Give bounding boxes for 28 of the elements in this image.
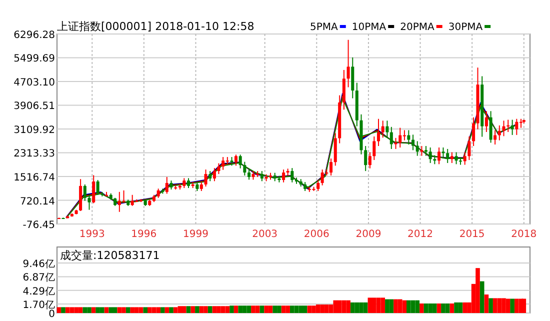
y-tick-label: 6296.28 bbox=[14, 30, 55, 41]
y-tick-label: 4703.10 bbox=[14, 78, 55, 88]
x-tick-label: 1999 bbox=[183, 229, 208, 240]
x-tick-label: 1993 bbox=[79, 229, 105, 240]
y-tick-label: 720.14 bbox=[20, 196, 55, 208]
y-tick-label: 4.29亿 bbox=[22, 286, 55, 298]
x-tick-label: 2012 bbox=[408, 229, 433, 240]
chart-title: 成交量:120583171 bbox=[60, 249, 160, 262]
y-tick-label: 0 bbox=[48, 309, 55, 320]
y-tick-label: 2313.33 bbox=[14, 148, 55, 160]
legend-label: 20PMA bbox=[400, 22, 434, 33]
x-tick-label: 2018 bbox=[511, 229, 537, 240]
x-tick-label: 2006 bbox=[304, 229, 330, 240]
y-tick-label: 1516.74 bbox=[14, 172, 55, 184]
y-tick-label: 9.46亿 bbox=[22, 259, 55, 270]
legend-label: 10PMA bbox=[352, 22, 386, 33]
x-tick-label: 2003 bbox=[252, 229, 278, 240]
y-tick-label: -76.45 bbox=[22, 220, 55, 231]
y-tick-label: 3109.92 bbox=[14, 125, 55, 136]
x-tick-label: 1996 bbox=[131, 229, 157, 240]
legend-label: 5PMA bbox=[310, 22, 338, 33]
chart-title: 上证指数[000001] 2018-01-10 12:58 bbox=[57, 20, 254, 33]
y-tick-label: 5499.69 bbox=[14, 54, 55, 65]
x-tick-label: 2009 bbox=[356, 229, 382, 240]
x-tick-label: 2015 bbox=[459, 229, 485, 240]
legend-label: 30PMA bbox=[448, 22, 483, 33]
y-tick-label: 3906.51 bbox=[14, 101, 55, 112]
y-tick-label: 6.87亿 bbox=[22, 272, 55, 284]
